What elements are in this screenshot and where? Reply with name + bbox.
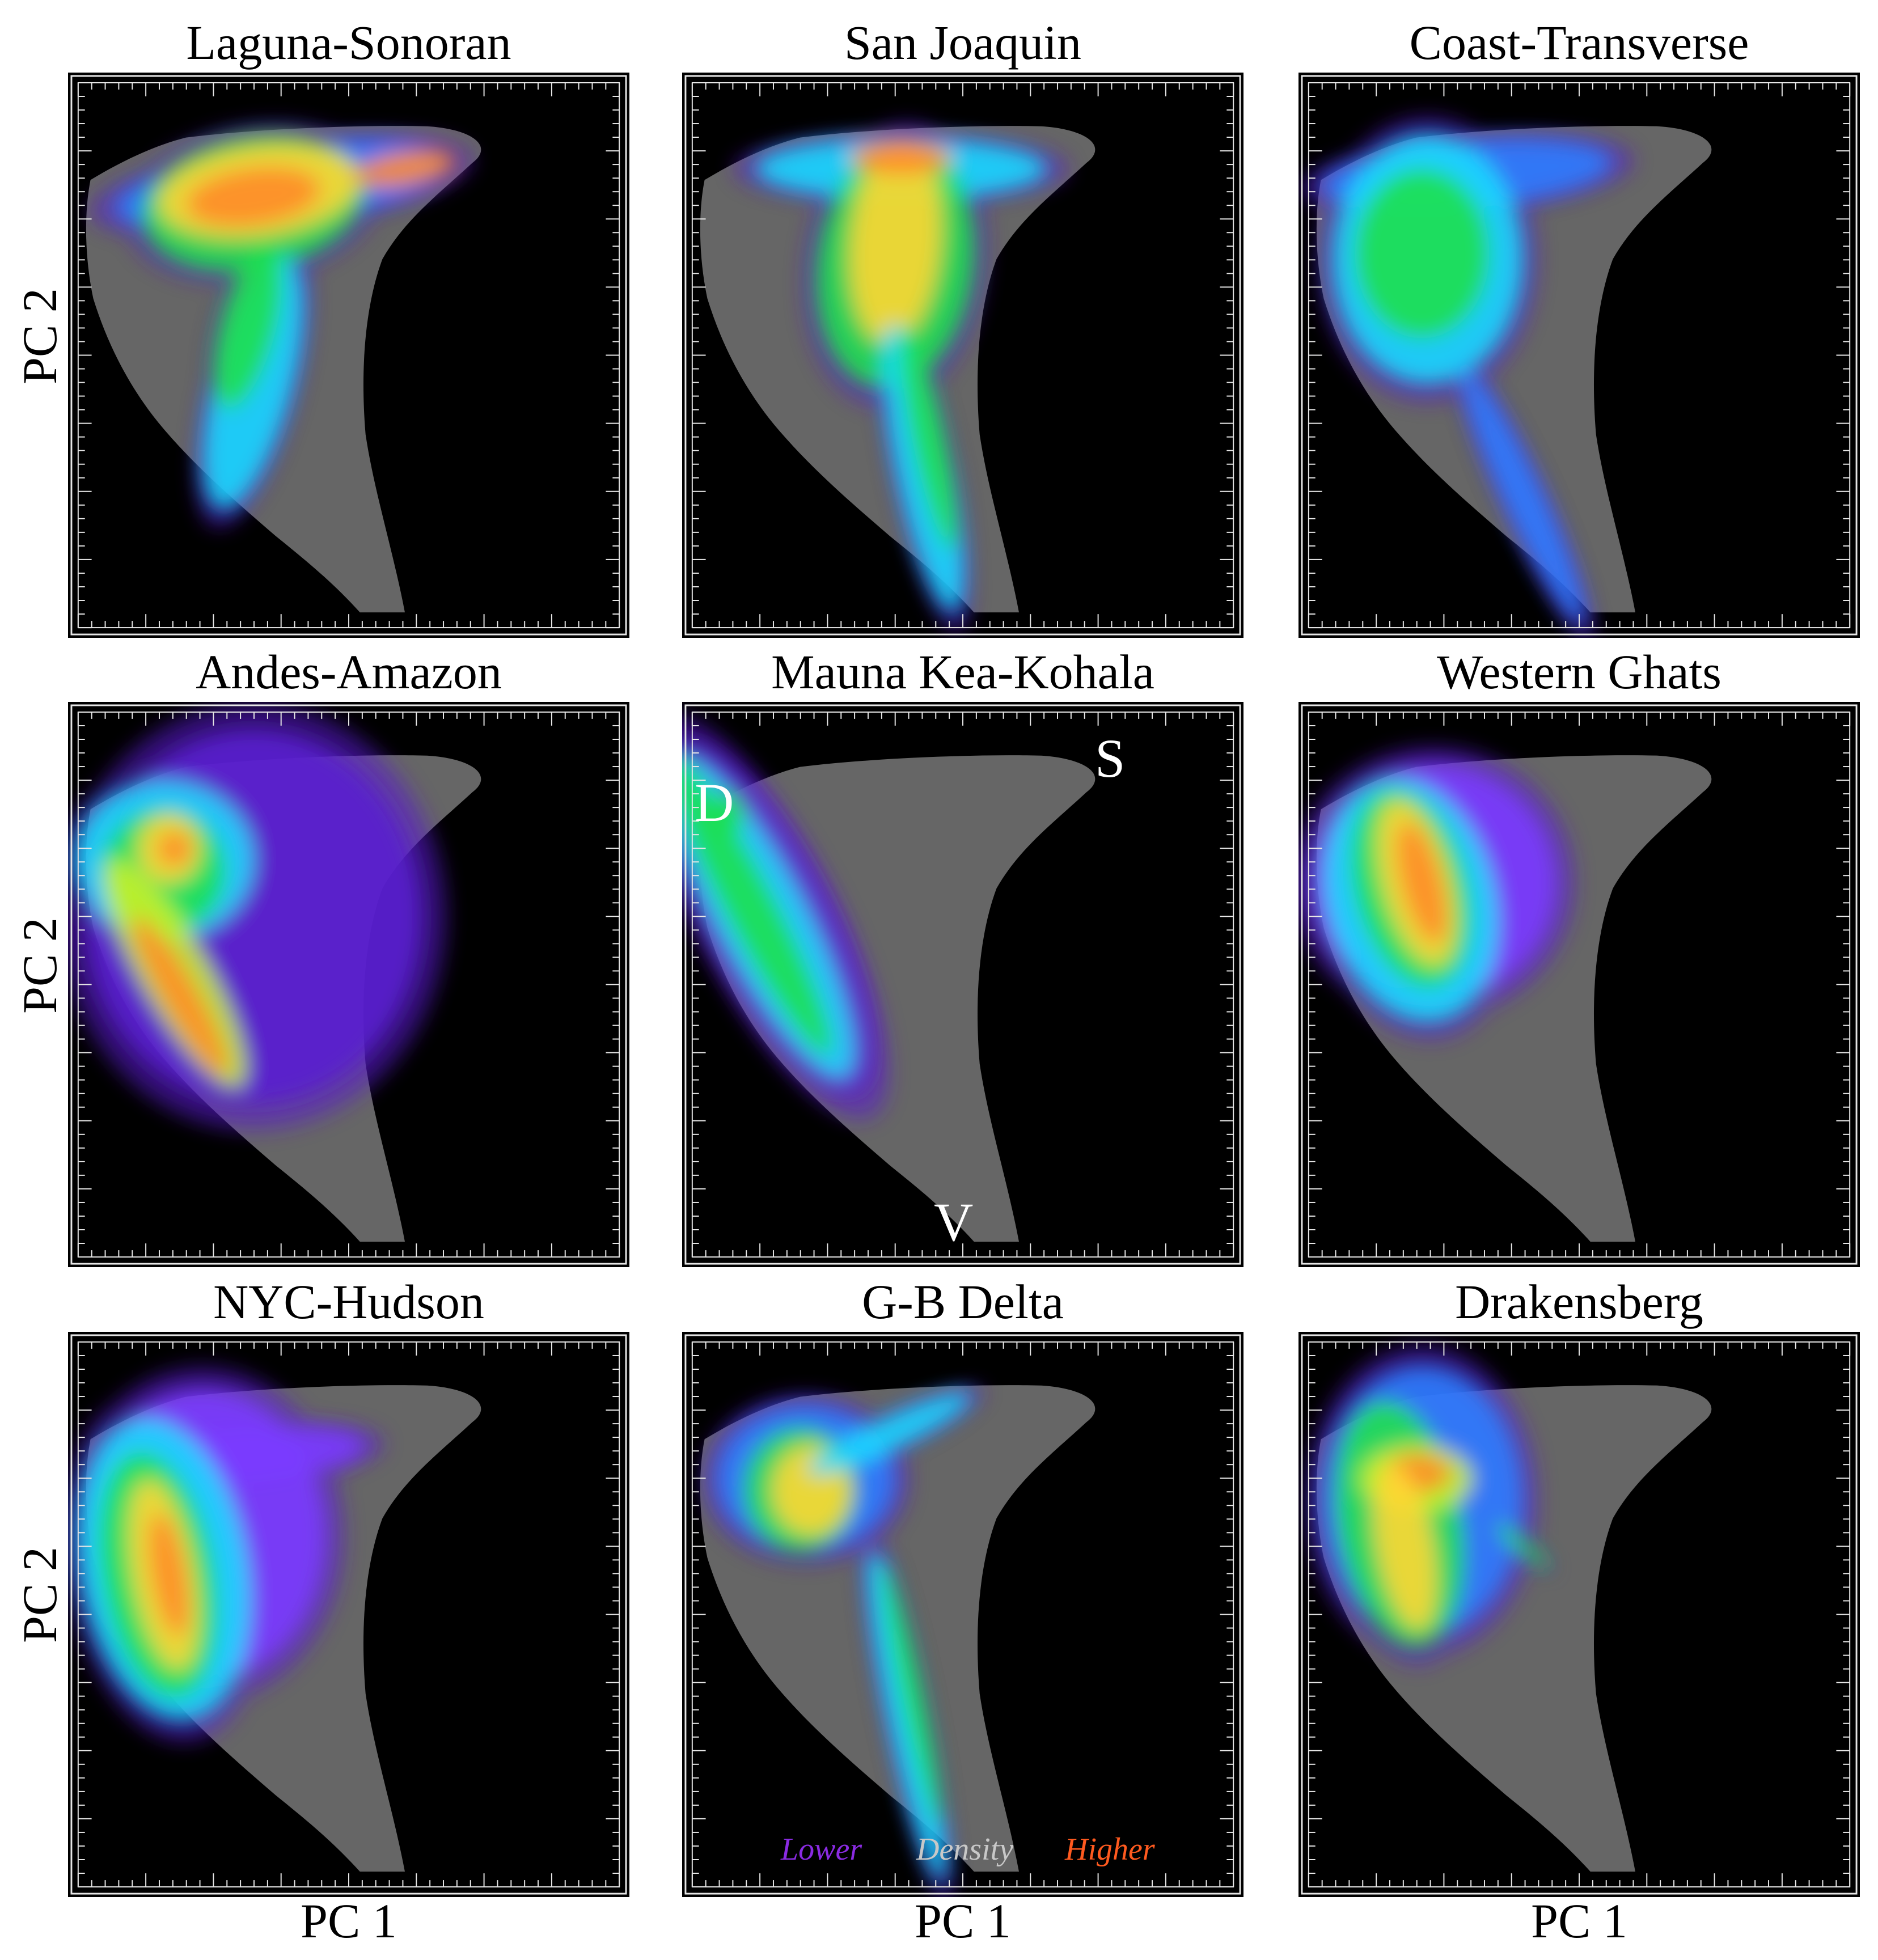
density-layers <box>1321 134 1613 625</box>
density-layer-3 <box>710 792 744 838</box>
x-axis-label-col-3: PC 1 <box>1531 1894 1627 1948</box>
density-heatmap <box>1301 1334 1858 1895</box>
plot-frame <box>1301 1334 1858 1895</box>
density-layer-5 <box>900 329 958 551</box>
density-layer-5 <box>882 1560 942 1827</box>
y-axis-label-row-1: PC 2 <box>12 288 67 384</box>
plot-drakensberg <box>1298 1332 1860 1897</box>
panel-title-2: San Joaquin <box>844 15 1082 70</box>
plot-andes-amazon <box>68 702 629 1267</box>
density-layer-3 <box>1461 368 1585 625</box>
density-heatmap <box>684 1334 1241 1897</box>
legend-higher: Higher <box>1065 1832 1155 1867</box>
density-heatmap <box>68 702 627 1265</box>
plot-mauna-kea-kohala: D S V <box>682 702 1243 1267</box>
density-layer-6 <box>213 244 283 409</box>
density-layer-6 <box>133 917 228 1075</box>
plot-nyc-hudson <box>68 1332 629 1897</box>
density-layer-5 <box>1496 1524 1550 1569</box>
density-layer-4 <box>1373 1463 1437 1631</box>
plot-frame <box>70 1334 627 1895</box>
panel-title-6: Western Ghats <box>1437 645 1722 699</box>
density-heatmap <box>1298 704 1858 1265</box>
density-layer-3 <box>851 140 952 175</box>
panel-title-3: Coast-Transverse <box>1409 15 1749 70</box>
density-heatmap <box>682 704 1241 1265</box>
annotation-s: S <box>1095 728 1126 789</box>
plot-coast-transverse <box>1298 73 1860 638</box>
density-layer-2 <box>849 141 941 344</box>
density-layers <box>755 137 1047 612</box>
panel-title-1: Laguna-Sonoran <box>186 15 511 70</box>
annotation-d: D <box>695 772 734 833</box>
y-axis-label-row-2: PC 2 <box>12 917 67 1014</box>
density-layer-3 <box>808 1392 972 1475</box>
plot-frame <box>684 704 1241 1265</box>
plot-western-ghats <box>1298 702 1860 1267</box>
plot-frame <box>1301 75 1858 636</box>
density-layer-4 <box>355 150 455 188</box>
density-layers <box>114 133 455 510</box>
density-heatmap <box>68 1334 627 1895</box>
density-heatmap <box>1300 75 1858 638</box>
plot-frame <box>70 75 627 636</box>
plot-frame <box>684 75 1241 636</box>
density-layers <box>682 739 874 1094</box>
y-axis-label-row-3: PC 2 <box>12 1547 67 1643</box>
density-layers <box>73 730 422 1103</box>
panel-title-9: Drakensberg <box>1455 1275 1703 1329</box>
plot-san-joaquin <box>682 73 1243 638</box>
panel-title-8: G-B Delta <box>862 1275 1064 1329</box>
density-layer-5 <box>149 1513 189 1636</box>
density-layer-4 <box>158 832 192 866</box>
density-heatmap <box>684 75 1241 636</box>
density-layer-2 <box>1355 168 1490 338</box>
plot-frame <box>1301 704 1858 1265</box>
density-layers <box>1309 764 1557 1022</box>
density-layer-3 <box>186 167 320 227</box>
panel-title-7: NYC-Hudson <box>213 1275 484 1329</box>
density-layers <box>76 1388 365 1721</box>
panel-title-5: Mauna Kea-Kohala <box>771 645 1154 699</box>
plot-frame <box>684 1334 1241 1895</box>
plot-laguna-sonoran <box>68 73 629 638</box>
plot-frame <box>70 704 627 1265</box>
x-axis-label-col-2: PC 1 <box>915 1894 1011 1948</box>
legend-density: Density <box>916 1832 1014 1867</box>
density-heatmap <box>70 75 627 636</box>
density-layer-2 <box>682 755 832 1056</box>
annotation-v: V <box>934 1192 974 1252</box>
density-layers <box>1321 1365 1550 1647</box>
legend-lower: Lower <box>781 1832 862 1867</box>
panel-title-4: Andes-Amazon <box>196 645 502 699</box>
plot-g-b-delta: Lower Density Higher <box>682 1332 1243 1897</box>
density-layers <box>716 1392 972 1882</box>
x-axis-label-col-1: PC 1 <box>301 1894 397 1948</box>
density-layer-4 <box>1397 822 1447 943</box>
